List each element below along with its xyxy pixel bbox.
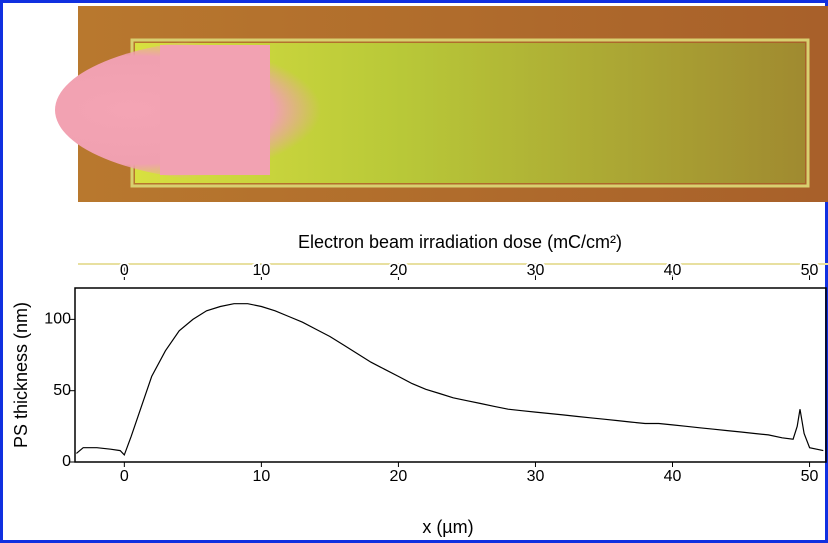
x-tick-label: 0 bbox=[120, 468, 129, 485]
x2-tick-label: 40 bbox=[664, 262, 682, 279]
x-tick-label: 50 bbox=[801, 468, 819, 485]
x2-tick-label: 0 bbox=[120, 262, 129, 279]
x-tick-label: 20 bbox=[390, 468, 408, 485]
y-tick-label: 50 bbox=[53, 382, 71, 399]
y-tick-label: 0 bbox=[62, 453, 71, 470]
x2-tick-label: 50 bbox=[801, 262, 819, 279]
plot-frame bbox=[74, 287, 827, 463]
x2-tick-label: 30 bbox=[527, 262, 545, 279]
y-axis-title: PS thickness (nm) bbox=[11, 302, 31, 448]
x-tick-label: 40 bbox=[664, 468, 682, 485]
x-tick-label: 30 bbox=[527, 468, 545, 485]
top-axis-title: Electron beam irradiation dose (mC/cm²) bbox=[298, 232, 622, 252]
afm-peak-core bbox=[160, 45, 270, 175]
data-line bbox=[76, 303, 824, 457]
x2-tick-label: 10 bbox=[252, 262, 270, 279]
x-tick-label: 10 bbox=[252, 468, 270, 485]
x2-tick-label: 20 bbox=[390, 262, 408, 279]
y-tick-label: 100 bbox=[44, 311, 71, 328]
x-axis-title: x (µm) bbox=[422, 517, 473, 537]
